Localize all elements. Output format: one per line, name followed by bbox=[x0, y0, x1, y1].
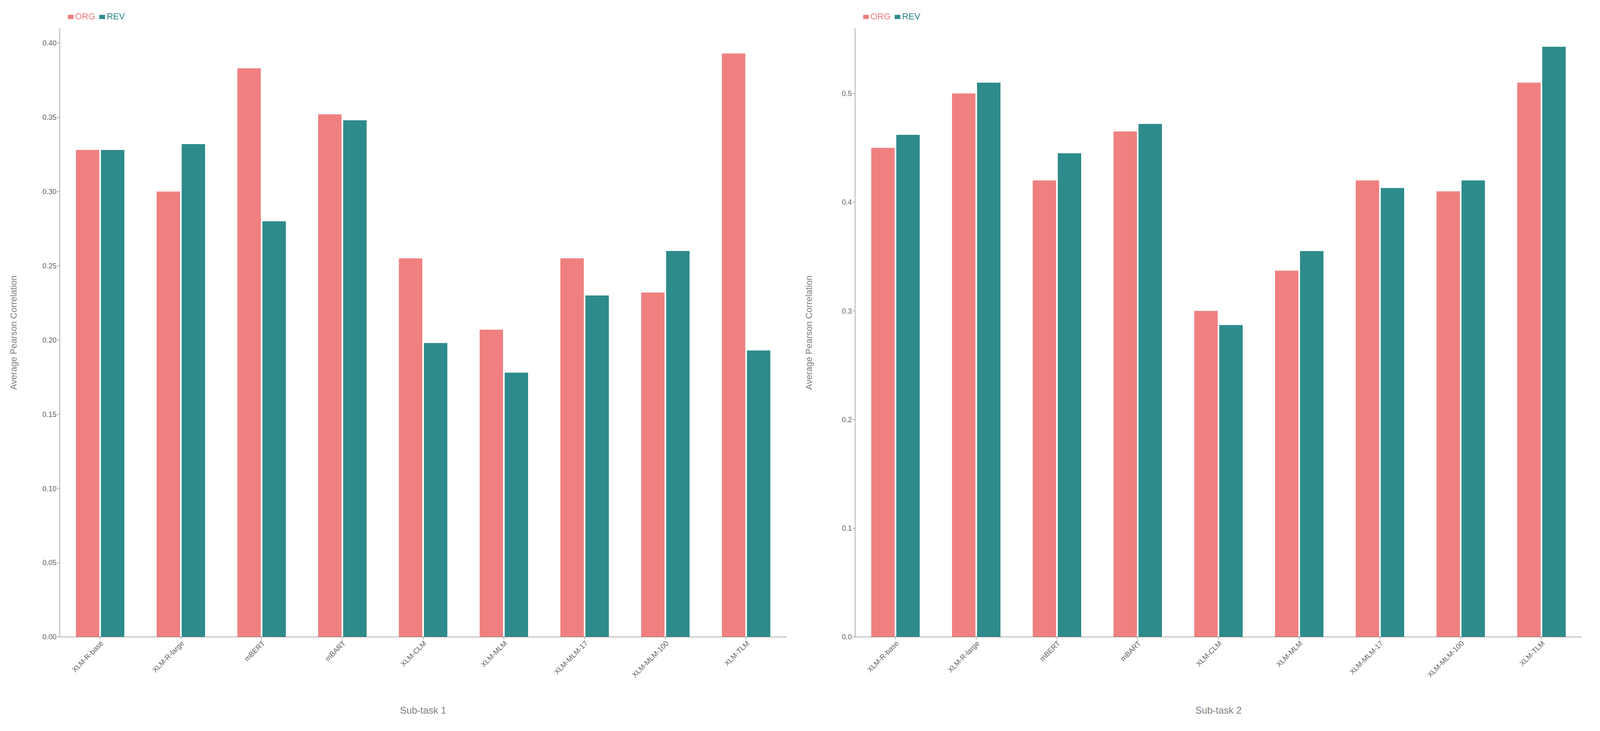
svg-text:XLM-MLM-17: XLM-MLM-17 bbox=[552, 639, 590, 677]
svg-text:Sub-task 1: Sub-task 1 bbox=[400, 704, 447, 716]
svg-text:0.30: 0.30 bbox=[42, 187, 57, 196]
svg-text:mBERT: mBERT bbox=[242, 639, 267, 663]
svg-text:0.0: 0.0 bbox=[841, 633, 852, 642]
svg-text:Average Pearson Correlation: Average Pearson Correlation bbox=[803, 275, 814, 390]
svg-text:0.4: 0.4 bbox=[841, 198, 852, 207]
svg-text:XLM-MLM: XLM-MLM bbox=[479, 639, 509, 669]
svg-text:0.1: 0.1 bbox=[841, 524, 852, 533]
svg-text:mBERT: mBERT bbox=[1038, 639, 1062, 663]
svg-text:0.25: 0.25 bbox=[42, 262, 57, 271]
svg-text:0.35: 0.35 bbox=[42, 113, 57, 122]
svg-text:0.15: 0.15 bbox=[42, 410, 57, 419]
svg-text:0.40: 0.40 bbox=[42, 39, 57, 48]
svg-text:mBART: mBART bbox=[323, 639, 347, 663]
svg-text:0.5: 0.5 bbox=[841, 89, 852, 98]
svg-text:XLM-CLM: XLM-CLM bbox=[398, 639, 428, 669]
svg-text:0.3: 0.3 bbox=[841, 307, 852, 316]
svg-text:XLM-TLM: XLM-TLM bbox=[722, 639, 751, 668]
svg-text:XLM-R-base: XLM-R-base bbox=[70, 639, 105, 675]
svg-text:0.10: 0.10 bbox=[42, 484, 57, 493]
html-text:REV: REV bbox=[901, 11, 921, 22]
svg-text:Sub-task 2: Sub-task 2 bbox=[1195, 704, 1242, 716]
svg-text:Average Pearson Correlation: Average Pearson Correlation bbox=[8, 275, 19, 390]
svg-text:XLM-MLM-100: XLM-MLM-100 bbox=[1425, 639, 1466, 680]
svg-text:XLM-CLM: XLM-CLM bbox=[1194, 639, 1223, 669]
html-text:ORG: ORG bbox=[75, 11, 96, 22]
svg-text:XLM-R-base: XLM-R-base bbox=[865, 639, 901, 675]
svg-text:0.20: 0.20 bbox=[42, 336, 57, 345]
svg-text:XLM-TLM: XLM-TLM bbox=[1518, 639, 1547, 668]
svg-text:0.2: 0.2 bbox=[841, 415, 852, 424]
html-text:REV: REV bbox=[106, 11, 125, 22]
svg-text:XLM-MLM-100: XLM-MLM-100 bbox=[630, 639, 671, 680]
svg-text:0.05: 0.05 bbox=[42, 558, 57, 567]
svg-text:XLM-R-large: XLM-R-large bbox=[946, 639, 982, 675]
svg-text:XLM-MLM: XLM-MLM bbox=[1274, 639, 1305, 669]
html-text:ORG: ORG bbox=[870, 11, 891, 22]
svg-text:XLM-MLM-17: XLM-MLM-17 bbox=[1348, 639, 1385, 677]
svg-text:mBART: mBART bbox=[1118, 639, 1143, 663]
svg-text:XLM-R-large: XLM-R-large bbox=[150, 639, 186, 675]
svg-text:0.00: 0.00 bbox=[42, 633, 57, 642]
